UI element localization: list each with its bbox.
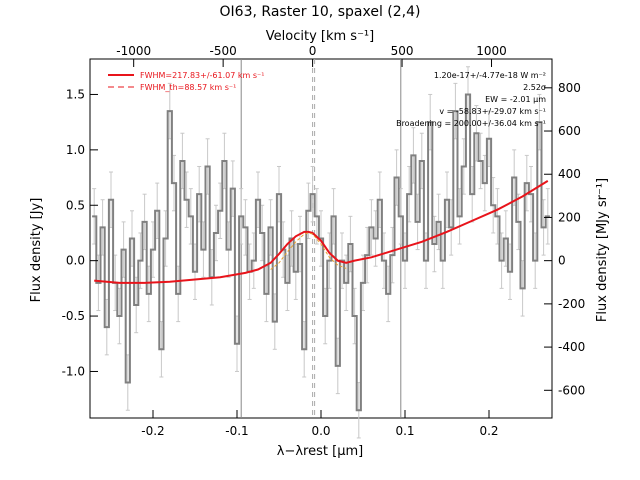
- top-tick-label: 1000: [476, 44, 507, 58]
- chart-title: OI63, Raster 10, spaxel (2,4): [220, 4, 421, 20]
- axes-layer: -0.2 -0.1 0.0 0.1 0.2 -1.0 -0.5 0.0 0.5 1.0 1.5 -10…: [62, 44, 586, 438]
- right-tick-label: 600: [558, 124, 581, 138]
- y-axis-label: Flux density [Jy]: [29, 198, 44, 303]
- x-tick-label: -0.1: [225, 424, 248, 438]
- top-tick-label: 500: [391, 44, 414, 58]
- x-tick-label: -0.2: [141, 424, 164, 438]
- y-tick-label: -1.0: [62, 364, 85, 378]
- right-tick-label: 0: [558, 254, 566, 268]
- right-tick-label: -400: [558, 340, 585, 354]
- y-tick-label: -0.5: [62, 309, 85, 323]
- annotation-flux: 1.20e-17+/-4.77e-18 W m⁻²: [434, 71, 546, 80]
- data-step-line: [92, 93, 550, 412]
- y-tick-label: 0.0: [66, 254, 85, 268]
- top-tick-label: -500: [210, 44, 237, 58]
- x-tick-label: 0.1: [395, 424, 414, 438]
- annotation-ew: EW = -2.01 μm: [485, 95, 546, 104]
- right-tick-label: 400: [558, 167, 581, 181]
- annotation-broadening: Broadening = 200.00+/-36.04 km s⁻¹: [396, 119, 546, 128]
- x-tick-label: 0.2: [479, 424, 498, 438]
- top-axis-label: Velocity [km s⁻¹]: [266, 29, 374, 44]
- right-tick-label: 800: [558, 81, 581, 95]
- right-axis-label: Flux density [MJy sr⁻¹]: [595, 178, 610, 322]
- fit-line: [94, 180, 549, 284]
- line-component: [270, 232, 347, 270]
- y-tick-label: 0.5: [66, 198, 85, 212]
- legend-label-fwhm-th: FWHM_th=88.57 km s⁻¹: [140, 83, 236, 92]
- annotations: 1.20e-17+/-4.77e-18 W m⁻² 2.52σ EW = -2.…: [396, 71, 546, 128]
- x-axis-label: λ−λrest [μm]: [277, 444, 363, 459]
- top-tick-label: -1000: [116, 44, 151, 58]
- legend-label-fwhm: FWHM=217.83+/-61.07 km s⁻¹: [140, 71, 264, 80]
- y-tick-label: 1.0: [66, 143, 85, 157]
- legend: FWHM=217.83+/-61.07 km s⁻¹ FWHM_th=88.57…: [108, 71, 264, 92]
- annotation-velocity: v = -58.83+/-29.07 km s⁻¹: [439, 107, 546, 116]
- right-tick-label: -600: [558, 383, 585, 397]
- right-tick-label: 200: [558, 210, 581, 224]
- annotation-sigma: 2.52σ: [523, 83, 546, 92]
- right-tick-label: -200: [558, 297, 585, 311]
- plot-layer: [92, 59, 550, 439]
- x-tick-label: 0.0: [311, 424, 330, 438]
- top-tick-label: 0: [309, 44, 317, 58]
- y-tick-label: 1.5: [66, 87, 85, 101]
